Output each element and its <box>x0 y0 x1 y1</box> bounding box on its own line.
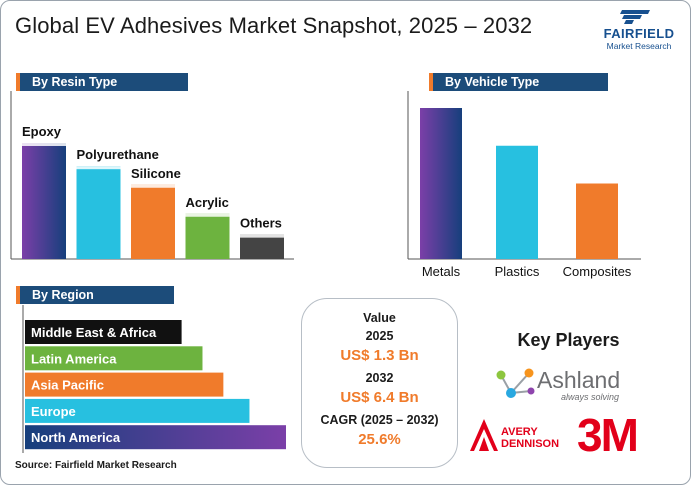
vehicle-label-metals: Metals <box>422 264 461 279</box>
resin-label-epoxy: Epoxy <box>22 124 62 139</box>
ashland-name: Ashland <box>537 367 620 393</box>
resin-bar-epoxy <box>22 143 66 259</box>
vehicle-bar-chart: Metals Plastics Composites <box>407 91 641 279</box>
region-bar-europe <box>25 398 250 423</box>
resin-bar-others <box>240 234 284 259</box>
fairfield-flag-icon <box>620 10 650 24</box>
region-bar-middle-east-and-africa <box>25 320 182 344</box>
region-label-latin-america: Latin America <box>31 351 117 366</box>
section-header-resin: By Resin Type <box>16 73 188 91</box>
ashland-logo: Ashland always solving <box>496 367 620 402</box>
region-label-europe: Europe <box>31 404 76 419</box>
vehicle-bar-composites <box>576 183 618 259</box>
value-year-2032: 2032 <box>365 371 394 385</box>
resin-bar-cap-polyurethane <box>76 166 121 170</box>
region-label-middle-east-and-africa: Middle East & Africa <box>31 325 157 340</box>
vehicle-bar-metals <box>420 108 462 259</box>
resin-label-acrylic: Acrylic <box>186 195 229 210</box>
region-label-north-america: North America <box>31 430 121 445</box>
resin-label-polyurethane: Polyurethane <box>77 147 159 162</box>
resin-bar-chart: Epoxy Polyurethane Silicone Acrylic Others <box>10 91 294 260</box>
logo-subtitle: Market Research <box>606 41 672 51</box>
cagr-value: 25.6% <box>358 431 401 448</box>
avery-dennison-mark-icon <box>470 419 498 451</box>
vehicle-label-plastics: Plastics <box>495 264 540 279</box>
cagr-label: CAGR (2025 – 2032) <box>320 413 439 427</box>
vehicle-bar-plastics <box>496 145 538 259</box>
resin-bar-cap-others <box>240 234 284 238</box>
region-label-asia-pacific: Asia Pacific <box>31 378 104 393</box>
resin-bar-acrylic <box>185 213 230 259</box>
logo-wordmark: FAIRFIELD <box>603 26 675 41</box>
avery-dennison-logo: AVERY DENNISON <box>470 419 559 451</box>
value-year-2025: 2025 <box>365 329 394 343</box>
section-header-vehicle: By Vehicle Type <box>429 73 608 91</box>
region-bar-north-america <box>25 425 286 450</box>
3m-name: 3M <box>577 411 637 455</box>
avery-line1: AVERY <box>501 426 538 438</box>
3m-logo: 3M <box>577 411 639 455</box>
region-bar-chart: Middle East & Africa Latin America Asia Pa… <box>22 305 286 453</box>
resin-bar-polyurethane <box>76 166 121 259</box>
section-header-region: By Region <box>16 286 174 304</box>
vehicle-label-composites: Composites <box>563 264 632 279</box>
resin-bar-cap-acrylic <box>185 213 230 217</box>
market-value-box: Value 2025 US$ 1.3 Bn 2032 US$ 6.4 Bn CA… <box>301 298 458 468</box>
value-label: Value <box>363 311 396 325</box>
key-players-title: Key Players <box>517 330 620 350</box>
ashland-tagline: always solving <box>561 392 619 402</box>
value-2032: US$ 6.4 Bn <box>340 389 419 406</box>
fairfield-logo[interactable]: FAIRFIELD Market Research <box>594 10 684 56</box>
source-note: Source: Fairfield Market Research <box>15 460 177 471</box>
value-2025: US$ 1.3 Bn <box>340 347 419 364</box>
region-bar-asia-pacific <box>25 372 224 397</box>
resin-bar-cap-silicone <box>131 184 175 188</box>
page-title: Global EV Adhesives Market Snapshot, 202… <box>15 13 533 38</box>
resin-bar-silicone <box>131 184 175 259</box>
resin-bar-cap-epoxy <box>22 143 66 146</box>
resin-label-silicone: Silicone <box>131 166 181 181</box>
avery-line2: DENNISON <box>501 438 559 450</box>
resin-label-others: Others <box>240 216 282 231</box>
region-bar-latin-america <box>25 346 203 371</box>
ashland-molecule-icon <box>496 368 535 398</box>
